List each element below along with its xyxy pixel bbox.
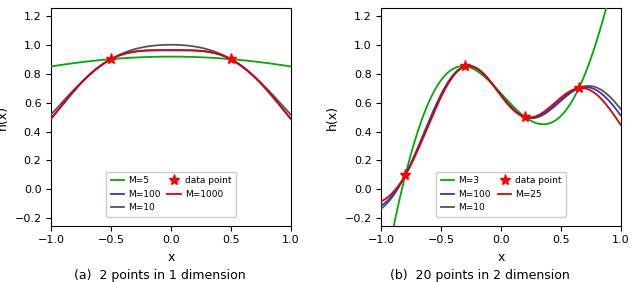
Text: (a)  2 points in 1 dimension: (a) 2 points in 1 dimension: [74, 269, 246, 282]
Y-axis label: h(x): h(x): [0, 105, 9, 129]
Legend: M=3, M=100, M=10, data point, M=25: M=3, M=100, M=10, data point, M=25: [436, 172, 566, 217]
X-axis label: x: x: [497, 251, 505, 264]
Legend: M=5, M=100, M=10, data point, M=1000: M=5, M=100, M=10, data point, M=1000: [106, 172, 236, 217]
Text: (b)  20 points in 2 dimension: (b) 20 points in 2 dimension: [390, 269, 570, 282]
Y-axis label: h(x): h(x): [326, 105, 339, 129]
X-axis label: x: x: [167, 251, 175, 264]
